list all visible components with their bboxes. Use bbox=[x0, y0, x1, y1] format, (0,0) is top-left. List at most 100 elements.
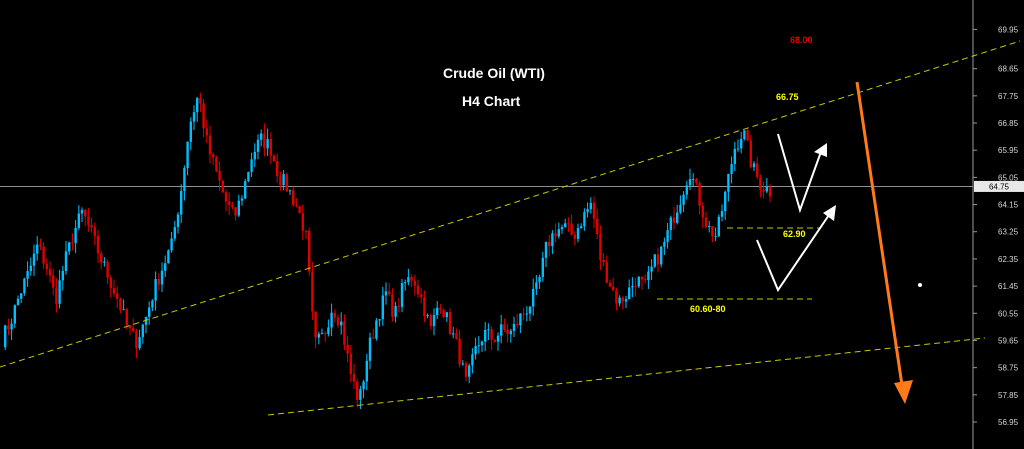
price-tick-label: 68.65 bbox=[998, 65, 1019, 74]
candle-down bbox=[208, 135, 212, 155]
candle-down bbox=[503, 324, 506, 330]
candle-down bbox=[621, 297, 624, 302]
candle-up bbox=[583, 212, 586, 227]
candle-down bbox=[234, 207, 237, 216]
candle-up bbox=[564, 223, 567, 228]
candle-down bbox=[506, 329, 509, 335]
candle-down bbox=[125, 309, 128, 326]
candle-down bbox=[48, 269, 52, 276]
candle-up bbox=[692, 178, 695, 180]
candle-up bbox=[474, 346, 477, 355]
candle-up bbox=[68, 242, 71, 252]
price-tick-label: 63.25 bbox=[998, 228, 1019, 237]
candle-up bbox=[381, 295, 384, 320]
candle-down bbox=[71, 242, 74, 244]
candle-up bbox=[682, 194, 685, 205]
candle-down bbox=[116, 293, 119, 299]
candle-down bbox=[605, 262, 608, 283]
candle-down bbox=[295, 204, 298, 207]
candle-up bbox=[253, 151, 256, 160]
candle-down bbox=[292, 190, 295, 205]
candle-up bbox=[669, 217, 672, 231]
candle-up bbox=[375, 320, 378, 339]
candle-up bbox=[509, 330, 512, 335]
candle-down bbox=[135, 331, 138, 349]
candle-down bbox=[701, 205, 704, 218]
candle-up bbox=[330, 312, 333, 328]
candle-up bbox=[557, 229, 560, 237]
candle-down bbox=[391, 294, 394, 317]
candle-down bbox=[308, 230, 311, 272]
candle-up bbox=[666, 230, 669, 242]
candle-up bbox=[368, 337, 372, 361]
candle-down bbox=[759, 176, 762, 190]
candle-down bbox=[90, 225, 93, 228]
candle-down bbox=[42, 246, 45, 264]
candle-up bbox=[544, 241, 548, 258]
candle-up bbox=[717, 216, 720, 237]
candle-down bbox=[346, 344, 349, 354]
candle-up bbox=[266, 138, 269, 149]
candle-down bbox=[52, 275, 55, 288]
candle-up bbox=[628, 287, 631, 300]
candle-up bbox=[260, 133, 263, 140]
candle-up bbox=[765, 187, 768, 192]
candle-down bbox=[768, 187, 772, 197]
candle-down bbox=[640, 276, 644, 280]
current-price-label: 64.75 bbox=[989, 182, 1010, 191]
candle-up bbox=[740, 139, 743, 149]
candle-up bbox=[58, 280, 61, 304]
candle-down bbox=[554, 233, 557, 237]
candle-down bbox=[372, 337, 375, 339]
price-tick-label: 66.85 bbox=[998, 119, 1019, 128]
candle-up bbox=[378, 319, 381, 321]
level-label-68-00: 68.00 bbox=[790, 35, 813, 45]
candle-up bbox=[256, 139, 260, 152]
candle-down bbox=[749, 140, 752, 168]
candle-down bbox=[602, 259, 605, 263]
candle-down bbox=[106, 261, 109, 278]
level-label-62-90: 62.90 bbox=[783, 229, 806, 239]
candle-up bbox=[77, 213, 80, 228]
candle-up bbox=[176, 214, 180, 228]
candle-down bbox=[548, 241, 551, 247]
candle-up bbox=[500, 324, 503, 336]
candle-down bbox=[263, 133, 266, 149]
candle-up bbox=[580, 226, 583, 229]
candle-down bbox=[157, 279, 160, 285]
candle-up bbox=[519, 313, 522, 326]
candle-up bbox=[365, 360, 368, 382]
candle-up bbox=[327, 327, 330, 334]
projection-arrow-head bbox=[894, 380, 913, 404]
candle-up bbox=[61, 270, 64, 281]
candle-up bbox=[359, 389, 362, 400]
price-tick-label: 69.95 bbox=[998, 25, 1019, 34]
candle-down bbox=[695, 178, 698, 184]
candle-down bbox=[45, 263, 48, 270]
candle-up bbox=[445, 312, 448, 318]
candle-down bbox=[455, 333, 458, 339]
price-tick-label: 65.95 bbox=[998, 146, 1019, 155]
candle-down bbox=[314, 311, 317, 338]
candle-down bbox=[343, 321, 346, 345]
candle-down bbox=[608, 282, 612, 287]
upper-trendline bbox=[0, 40, 1021, 368]
candle-up bbox=[676, 212, 679, 223]
candle-up bbox=[394, 305, 397, 317]
candle-up bbox=[250, 159, 253, 173]
scenario-path-upper bbox=[777, 133, 823, 214]
level-label-60-60-80: 60.60-80 bbox=[690, 304, 726, 314]
candle-down bbox=[413, 280, 416, 286]
candle-up bbox=[708, 226, 711, 228]
candle-down bbox=[285, 174, 288, 192]
candle-up bbox=[20, 293, 23, 299]
candle-up bbox=[13, 305, 16, 324]
candle-down bbox=[212, 154, 215, 158]
candle-up bbox=[538, 276, 541, 283]
candle-down bbox=[746, 130, 749, 141]
candle-up bbox=[631, 285, 634, 288]
candle-down bbox=[429, 315, 432, 327]
candle-up bbox=[432, 315, 436, 327]
candle-down bbox=[567, 223, 570, 225]
